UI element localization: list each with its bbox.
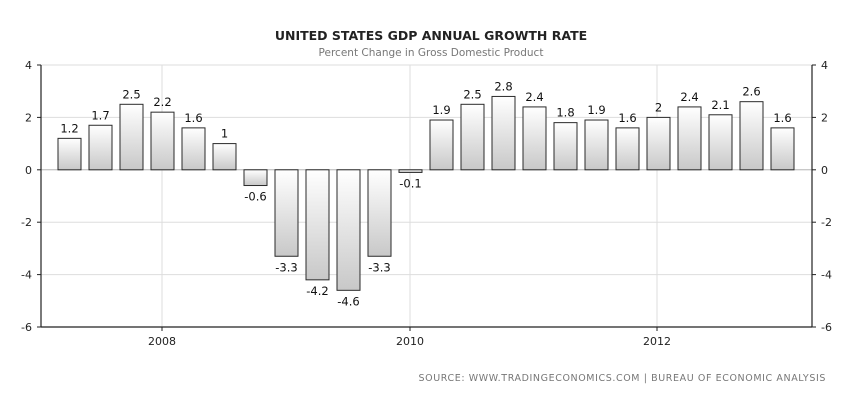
data-label: 2.4	[525, 90, 543, 104]
y-tick-label-right: 4	[821, 59, 828, 72]
data-label: -0.1	[399, 176, 421, 190]
data-label: 2.6	[742, 85, 760, 99]
bar	[57, 137, 82, 171]
bar	[646, 116, 671, 171]
bar	[88, 124, 113, 171]
data-label: 1.8	[556, 106, 574, 120]
data-label: 2	[655, 100, 662, 114]
data-label: 2.8	[494, 79, 512, 93]
data-label: 2.5	[122, 87, 140, 101]
data-labels: 1.2 1.7 2.5 2.2 1.6 1 -0.6 -3.3 -4.2 -4.6 -3.3 -0.1…	[60, 79, 791, 308]
bar	[739, 101, 764, 171]
bar	[336, 169, 361, 291]
data-label: 1.7	[91, 108, 109, 122]
y-tick-label-left: -4	[21, 269, 32, 282]
source-note: SOURCE: WWW.TRADINGECONOMICS.COM | BUREA…	[419, 373, 826, 384]
y-tick-label-left: -6	[21, 321, 32, 334]
data-label: -4.6	[337, 294, 359, 308]
x-tick-label: 2008	[148, 335, 176, 348]
bar	[181, 127, 206, 171]
data-label: 1.6	[773, 111, 791, 125]
bar	[398, 169, 423, 173]
chart-subtitle: Percent Change in Gross Domestic Product	[319, 47, 544, 59]
data-label: 1.2	[60, 121, 78, 135]
data-label: -3.3	[368, 260, 390, 274]
y-tick-label-right: 0	[821, 164, 828, 177]
chart-title: UNITED STATES GDP ANNUAL GROWTH RATE	[275, 28, 587, 43]
bar	[522, 106, 547, 171]
bar	[553, 122, 578, 171]
bar	[708, 114, 733, 171]
bar	[212, 143, 237, 171]
data-label: 1.9	[432, 103, 450, 117]
bar	[677, 106, 702, 171]
y-tick-label-left: -2	[21, 216, 32, 229]
bar	[243, 169, 268, 187]
bar	[305, 169, 330, 281]
y-tick-label-right: -6	[821, 321, 832, 334]
bar	[367, 169, 392, 257]
data-label: 1.6	[184, 111, 202, 125]
y-tick-label-left: 0	[25, 164, 32, 177]
y-tick-label-left: 4	[25, 59, 32, 72]
y-tick-label-right: -2	[821, 216, 832, 229]
bar	[770, 127, 795, 171]
y-tick-label-right: 2	[821, 111, 828, 124]
bar	[460, 103, 485, 171]
data-label: 2.2	[153, 95, 171, 109]
bar	[584, 119, 609, 171]
bar	[615, 127, 640, 171]
data-label: 2.5	[463, 87, 481, 101]
x-tick-label: 2012	[643, 335, 671, 348]
data-label: -3.3	[275, 260, 297, 274]
bar	[274, 169, 299, 257]
data-label: 1	[221, 127, 228, 141]
data-label: -4.2	[306, 284, 328, 298]
data-label: 1.6	[618, 111, 636, 125]
y-tick-label-right: -4	[821, 269, 832, 282]
bars	[57, 95, 795, 291]
bar	[119, 103, 144, 171]
data-label: -0.6	[244, 190, 266, 204]
data-label: 2.1	[711, 98, 729, 112]
bar	[491, 95, 516, 171]
axes: 4 4 2 2 0 0 -2 -2 -4 -4 -6 -6 2008 2010 2012	[21, 59, 832, 348]
y-tick-label-left: 2	[25, 111, 32, 124]
bar	[150, 111, 175, 171]
data-label: 2.4	[680, 90, 698, 104]
bar	[429, 119, 454, 171]
x-tick-label: 2010	[396, 335, 424, 348]
data-label: 1.9	[587, 103, 605, 117]
